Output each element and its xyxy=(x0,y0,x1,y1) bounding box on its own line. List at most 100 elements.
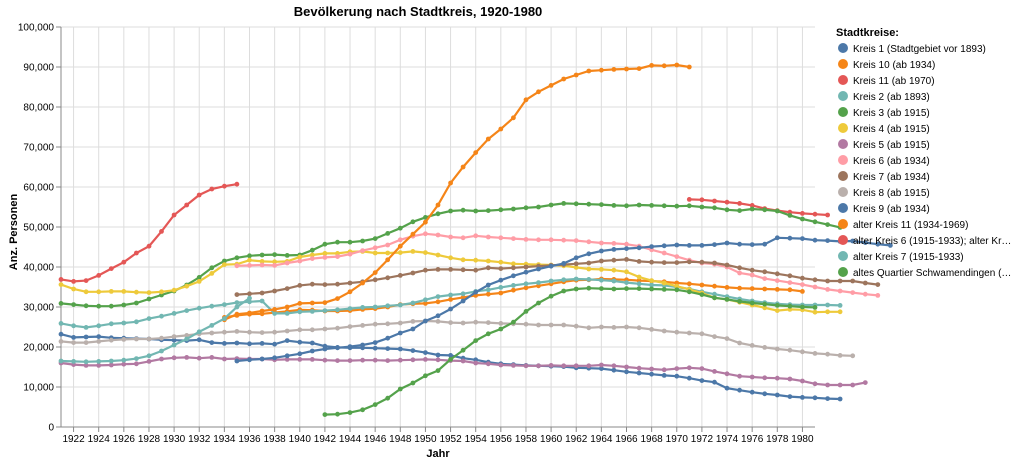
legend-symbol xyxy=(838,155,848,165)
data-point xyxy=(611,267,617,273)
data-point xyxy=(523,237,529,242)
data-point xyxy=(724,336,730,341)
data-point xyxy=(561,322,567,328)
data-point xyxy=(259,290,265,296)
data-point xyxy=(674,373,680,379)
data-point xyxy=(523,285,529,291)
data-point xyxy=(548,263,554,269)
data-point xyxy=(96,273,102,278)
x-tick-label: 1968 xyxy=(641,434,664,445)
data-point xyxy=(234,340,240,346)
data-point xyxy=(71,323,76,329)
data-point xyxy=(498,321,504,326)
axes: 1922 1924 1926 1928 1930 1932 1934 1936 1938 1940… xyxy=(18,23,815,445)
data-point xyxy=(209,265,215,271)
data-point xyxy=(284,311,290,316)
data-point xyxy=(473,319,479,325)
data-point xyxy=(209,271,215,276)
data-point xyxy=(146,336,152,342)
data-point xyxy=(774,308,780,313)
data-point xyxy=(850,290,856,295)
data-point xyxy=(548,322,554,328)
data-point xyxy=(485,291,491,297)
data-point xyxy=(448,292,453,298)
data-point xyxy=(309,247,315,253)
data-point xyxy=(511,319,516,325)
data-point xyxy=(171,355,177,361)
data-point xyxy=(272,252,277,257)
data-point xyxy=(397,320,403,326)
legend-symbol xyxy=(838,75,848,85)
data-point xyxy=(498,326,504,332)
data-point xyxy=(435,299,441,305)
x-axis-title: Jahr xyxy=(426,448,450,460)
data-point xyxy=(309,357,315,362)
data-point xyxy=(686,289,692,295)
legend-label: Kreis 2 (ab 1893) xyxy=(853,92,930,103)
data-point xyxy=(83,325,89,330)
data-point xyxy=(523,205,529,211)
data-point xyxy=(385,321,391,327)
data-point xyxy=(674,254,680,259)
data-point xyxy=(96,303,102,309)
legend-label: alter Kreis 6 (1915-1933); alter Kr… xyxy=(853,236,1011,247)
data-point xyxy=(448,306,453,312)
data-point xyxy=(385,395,391,401)
data-point xyxy=(737,201,742,206)
legend-symbol xyxy=(838,107,848,117)
data-point xyxy=(599,248,604,254)
data-point xyxy=(812,305,818,310)
data-point xyxy=(774,346,780,352)
data-point xyxy=(661,367,667,373)
data-point xyxy=(586,251,592,257)
data-point xyxy=(360,248,365,254)
data-point xyxy=(58,301,64,306)
data-point xyxy=(611,67,617,72)
data-point xyxy=(347,239,353,245)
data-point xyxy=(247,299,252,305)
data-point xyxy=(875,282,881,287)
data-point xyxy=(762,276,768,281)
data-point xyxy=(787,394,793,399)
data-point xyxy=(234,300,240,305)
data-point xyxy=(712,283,717,289)
data-point xyxy=(825,222,830,228)
data-point xyxy=(661,63,667,69)
data-point xyxy=(699,243,705,248)
data-point xyxy=(699,197,705,203)
chart-title: Bevölkerung nach Stadtkreis, 1920-1980 xyxy=(294,4,543,19)
data-point xyxy=(360,342,365,348)
data-point xyxy=(511,261,516,267)
x-tick-label: 1948 xyxy=(389,434,412,445)
data-point xyxy=(699,204,705,210)
data-point xyxy=(410,326,416,332)
y-tick-label: 40,000 xyxy=(23,263,54,274)
data-point xyxy=(624,364,629,370)
data-point xyxy=(159,229,164,234)
data-point xyxy=(485,234,491,240)
series-6 xyxy=(58,355,868,388)
data-point xyxy=(83,303,89,309)
legend-item: alter Kreis 6 (1915-1933); alter Kr… xyxy=(838,235,1011,247)
data-point xyxy=(272,263,277,268)
data-point xyxy=(649,366,654,372)
data-point xyxy=(724,207,730,213)
data-point xyxy=(686,375,692,381)
x-tick-label: 1926 xyxy=(113,434,136,445)
x-tick-label: 1950 xyxy=(414,434,437,445)
legend-label: Kreis 6 (ab 1934) xyxy=(853,156,930,167)
data-point xyxy=(423,357,428,362)
data-point xyxy=(347,289,353,295)
data-point xyxy=(209,303,215,309)
data-point xyxy=(410,249,416,254)
data-point xyxy=(146,359,152,364)
data-point xyxy=(661,243,667,249)
data-point xyxy=(222,302,227,307)
data-point xyxy=(586,325,592,331)
data-point xyxy=(385,242,391,248)
data-point xyxy=(724,371,730,377)
data-point xyxy=(385,303,391,309)
data-point xyxy=(397,357,403,363)
data-point xyxy=(737,373,742,379)
data-point xyxy=(435,357,441,363)
